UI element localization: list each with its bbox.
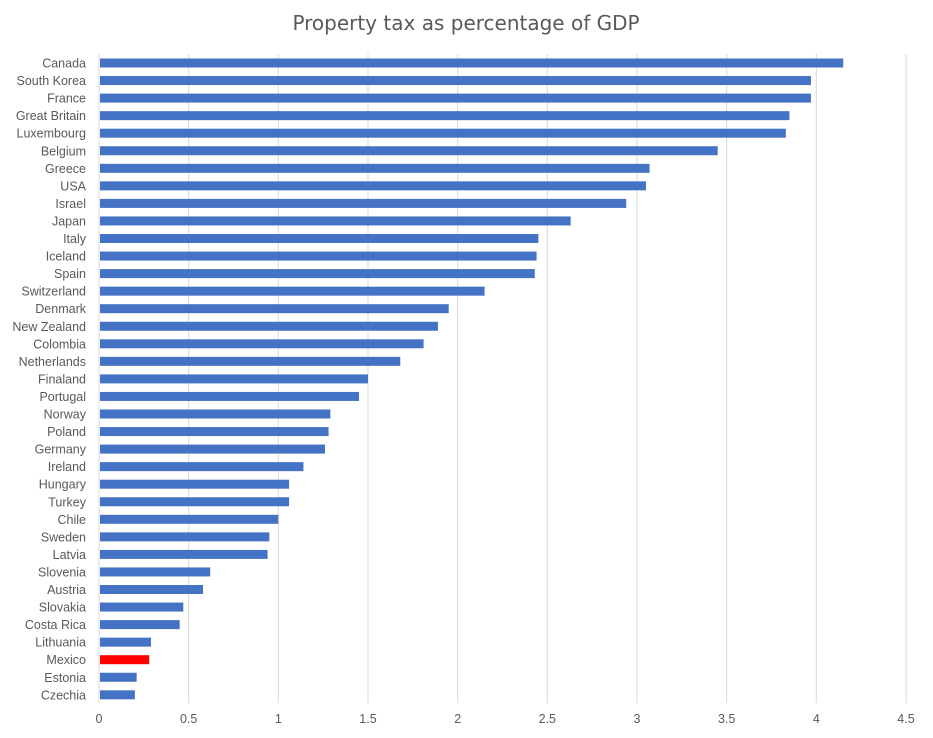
x-axis-tick-labels: 0 0.5 1 1.5 2 2.5 3 3.5 4 4.5 bbox=[96, 712, 915, 726]
category-label: Iceland bbox=[46, 250, 86, 264]
x-tick-label: 2.5 bbox=[539, 712, 556, 726]
bar-spain bbox=[100, 269, 535, 279]
bar-switzerland bbox=[100, 286, 485, 296]
bar-colombia bbox=[100, 339, 424, 349]
bar-luxembourg bbox=[100, 128, 786, 138]
category-label: New Zealand bbox=[12, 320, 86, 334]
category-label: Japan bbox=[52, 214, 86, 228]
category-label: South Korea bbox=[17, 74, 87, 88]
bar-hungary bbox=[100, 479, 290, 489]
category-label: Austria bbox=[47, 583, 86, 597]
category-label: Great Britain bbox=[16, 109, 86, 123]
category-label: Portugal bbox=[39, 390, 86, 404]
category-label: Israel bbox=[55, 197, 86, 211]
x-tick-label: 1.5 bbox=[359, 712, 376, 726]
category-label: Slovakia bbox=[39, 601, 86, 615]
category-label: Belgium bbox=[41, 144, 86, 158]
bar-japan bbox=[100, 216, 571, 226]
bar-ireland bbox=[100, 462, 304, 472]
bar-great-britain bbox=[100, 111, 790, 121]
category-label: Turkey bbox=[48, 495, 86, 509]
bar-iceland bbox=[100, 251, 537, 261]
category-label: Denmark bbox=[35, 302, 86, 316]
bar-netherlands bbox=[100, 356, 401, 366]
x-tick-label: 4 bbox=[813, 712, 820, 726]
bar-austria bbox=[100, 585, 204, 594]
bar-estonia bbox=[100, 672, 137, 682]
category-label: Mexico bbox=[46, 653, 86, 667]
bar-israel bbox=[100, 198, 627, 208]
bar-denmark bbox=[100, 304, 449, 314]
bar-france bbox=[100, 93, 811, 103]
bar-latvia bbox=[100, 549, 268, 559]
bar-belgium bbox=[100, 146, 718, 156]
category-label: Chile bbox=[58, 513, 87, 527]
category-label: Italy bbox=[63, 232, 87, 246]
chart-title: Property tax as percentage of GDP bbox=[292, 11, 639, 35]
category-label: Netherlands bbox=[19, 355, 86, 369]
category-label: Greece bbox=[45, 162, 86, 176]
category-label: Slovenia bbox=[38, 565, 86, 579]
bar-finaland bbox=[100, 374, 368, 384]
bar-canada bbox=[100, 58, 844, 68]
bar-mexico bbox=[100, 655, 150, 665]
category-label: France bbox=[47, 92, 86, 106]
bar-greece bbox=[100, 163, 650, 173]
bar-new-zealand bbox=[100, 321, 438, 331]
category-label: USA bbox=[60, 179, 86, 193]
bar-germany bbox=[100, 444, 325, 454]
bar-poland bbox=[100, 427, 329, 437]
bar-usa bbox=[100, 181, 646, 191]
category-label: Sweden bbox=[41, 530, 86, 544]
x-tick-label: 1 bbox=[275, 712, 282, 726]
category-label: Colombia bbox=[33, 337, 86, 351]
bar-portugal bbox=[100, 391, 360, 401]
category-label: Ireland bbox=[48, 460, 86, 474]
x-tick-label: 3 bbox=[634, 712, 641, 726]
x-tick-label: 4.5 bbox=[897, 712, 914, 726]
bar-sweden bbox=[100, 532, 270, 542]
x-tick-label: 3.5 bbox=[718, 712, 735, 726]
category-label: Spain bbox=[54, 267, 86, 281]
x-tick-label: 2 bbox=[454, 712, 461, 726]
bar-czechia bbox=[100, 690, 135, 700]
bar-slovenia bbox=[100, 567, 211, 577]
category-label: Norway bbox=[44, 408, 87, 422]
bar-norway bbox=[100, 409, 331, 419]
category-labels: Canada South Korea France Great Britain Luxe… bbox=[12, 57, 86, 703]
category-label: Hungary bbox=[39, 478, 87, 492]
bar-turkey bbox=[100, 497, 290, 507]
category-label: Luxembourg bbox=[17, 127, 87, 141]
bar-slovakia bbox=[100, 602, 184, 612]
x-tick-label: 0 bbox=[96, 712, 103, 726]
x-tick-label: 0.5 bbox=[180, 712, 197, 726]
category-label: Finaland bbox=[38, 372, 86, 386]
bar-lithuania bbox=[100, 637, 152, 647]
category-label: Czechia bbox=[41, 688, 86, 702]
category-label: Lithuania bbox=[35, 636, 86, 650]
category-label: Latvia bbox=[53, 548, 86, 562]
bar-costa-rica bbox=[100, 620, 180, 630]
category-label: Germany bbox=[35, 443, 87, 457]
category-label: Poland bbox=[47, 425, 86, 439]
bar-south-korea bbox=[100, 76, 811, 86]
gridlines bbox=[98, 54, 907, 703]
bar-italy bbox=[100, 234, 539, 243]
category-label: Canada bbox=[42, 57, 86, 71]
bar-chile bbox=[100, 514, 279, 524]
category-label: Switzerland bbox=[21, 285, 86, 299]
bars bbox=[100, 58, 844, 700]
category-label: Costa Rica bbox=[25, 618, 86, 632]
category-label: Estonia bbox=[44, 671, 86, 685]
